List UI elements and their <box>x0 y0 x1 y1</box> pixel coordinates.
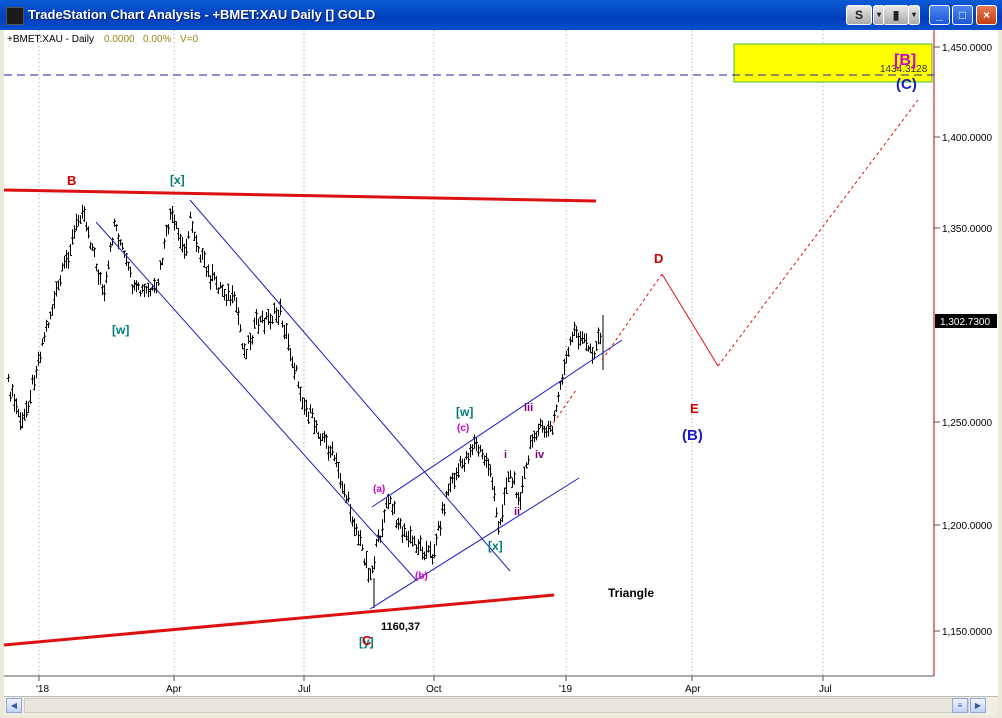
wave-label-c-small: (c) <box>457 423 469 434</box>
wave-label-d: D <box>654 251 663 266</box>
up-channel-lower[interactable] <box>369 477 580 610</box>
low-value-label: 1160,37 <box>381 621 420 633</box>
x-tick-label: '19 <box>559 684 572 695</box>
projection-d-to-e <box>661 273 719 367</box>
y-tick-label: 1,150.0000 <box>942 627 992 638</box>
triangle-label: Triangle <box>608 586 654 600</box>
lower-triangle-line[interactable] <box>3 593 555 647</box>
title-bar[interactable]: TradeStation Chart Analysis - +BMET:XAU … <box>0 0 1002 30</box>
target-price-label: 1434.3128 <box>880 64 928 75</box>
wave-label-y-low: [y] <box>359 635 374 649</box>
wave-labels: B [x] [w] [y] 1160,37 C (a) (b) (c) [w] … <box>67 52 917 649</box>
y-tick-label: 1,450.0000 <box>942 43 992 54</box>
x-tick-label: '18 <box>36 684 49 695</box>
change-percent: 0.00% <box>143 34 171 45</box>
x-tick-label: Jul <box>298 684 311 695</box>
x-tick-label: Apr <box>685 684 701 695</box>
app-icon <box>6 7 24 25</box>
y-tick-label: 1,200.0000 <box>942 521 992 532</box>
wave-label-b: B <box>67 173 76 188</box>
wave-label-w-left: [w] <box>112 323 129 337</box>
down-channel-upper[interactable] <box>189 199 511 572</box>
symbol-info: +BMET:XAU - Daily 0.0000 0.00% V=0 <box>7 34 199 45</box>
x-tick-label: Oct <box>426 684 442 695</box>
change-value: 0.0000 <box>104 34 135 45</box>
window-list-dropdown-icon[interactable]: ▾ <box>908 5 920 25</box>
wave-label-c: C <box>362 633 372 648</box>
target-zone-box <box>733 43 933 83</box>
horizontal-scrollbar[interactable]: ◀ ≡ ▶ <box>4 696 998 715</box>
vertical-grid <box>38 30 824 680</box>
wave-label-a: (a) <box>373 484 385 495</box>
maximize-button[interactable]: □ <box>952 5 973 25</box>
price-axis: 1,450.0000 1,400.0000 1,350.0000 1,250.0… <box>933 30 997 676</box>
scroll-thumb[interactable]: ≡ <box>952 698 968 713</box>
wave-label-x-top: [x] <box>170 173 185 187</box>
time-axis: '18 Apr Jul Oct '19 Apr Jul <box>4 675 934 695</box>
wave-label-ii: ii <box>514 506 520 518</box>
chart-area[interactable]: 1,450.0000 1,400.0000 1,350.0000 1,250.0… <box>3 30 998 696</box>
up-channel-upper[interactable] <box>371 339 623 508</box>
window-title: TradeStation Chart Analysis - +BMET:XAU … <box>28 7 376 22</box>
s-button[interactable]: S <box>846 5 872 25</box>
wave-label-x-mid: [x] <box>488 539 503 553</box>
wave-label-c-blue: (C) <box>896 76 917 93</box>
last-price-marker <box>935 314 997 328</box>
price-chart[interactable]: 1,450.0000 1,400.0000 1,350.0000 1,250.0… <box>3 30 998 696</box>
scroll-left-icon[interactable]: ◀ <box>6 698 22 713</box>
scroll-track[interactable] <box>24 698 969 713</box>
x-tick-label: Jul <box>819 684 832 695</box>
wave-label-b-blue: (B) <box>682 427 703 444</box>
scroll-right-icon[interactable]: ▶ <box>970 698 986 713</box>
wave-label-i: i <box>504 449 507 461</box>
projection-e-to-c <box>717 99 919 367</box>
y-tick-label: 1,350.0000 <box>942 224 992 235</box>
wave-label-w-mid: [w] <box>456 405 473 419</box>
symbol-label: +BMET:XAU - Daily <box>7 34 94 45</box>
wave-label-e: E <box>690 401 699 416</box>
window-list-button[interactable]: ▮ <box>883 5 909 25</box>
price-bars <box>7 204 604 608</box>
projection-wave-iii <box>549 389 577 429</box>
volume-value: V=0 <box>180 34 199 45</box>
x-tick-label: Apr <box>166 684 182 695</box>
wave-label-iii: iii <box>524 402 533 414</box>
upper-triangle-line[interactable] <box>3 188 597 203</box>
wave-label-b-small: (b) <box>415 571 428 582</box>
wave-label-b-top: [B] <box>894 52 916 69</box>
minimize-button[interactable]: _ <box>929 5 950 25</box>
wave-label-iv: iv <box>535 449 545 461</box>
y-tick-label: 1,250.0000 <box>942 418 992 429</box>
down-channel-lower[interactable] <box>95 221 417 581</box>
y-tick-label: 1,400.0000 <box>942 133 992 144</box>
close-button[interactable]: × <box>976 5 997 25</box>
last-price-label: 1,302.7300 <box>940 317 990 328</box>
